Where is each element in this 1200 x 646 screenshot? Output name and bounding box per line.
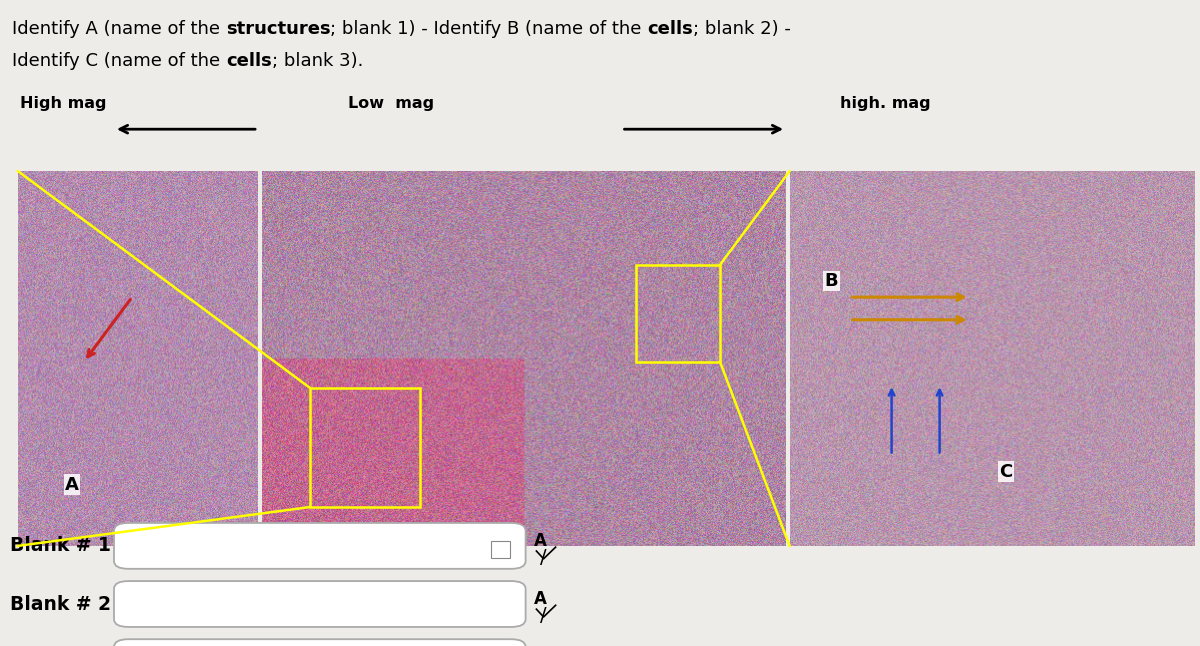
Text: Identify C (name of the: Identify C (name of the — [12, 52, 226, 70]
FancyBboxPatch shape — [114, 581, 526, 627]
Text: cells: cells — [226, 52, 271, 70]
Text: A: A — [534, 532, 547, 550]
Text: ; blank 2) -: ; blank 2) - — [694, 20, 791, 38]
Bar — [786, 171, 790, 546]
Text: C: C — [998, 463, 1013, 481]
Text: High mag: High mag — [20, 96, 107, 111]
Text: ; blank 3).: ; blank 3). — [271, 52, 364, 70]
FancyBboxPatch shape — [114, 523, 526, 568]
Text: ; blank 1) - Identify B (name of the: ; blank 1) - Identify B (name of the — [330, 20, 648, 38]
Text: A: A — [65, 475, 79, 494]
Text: A: A — [534, 590, 547, 608]
Text: /: / — [540, 548, 547, 567]
Text: Blank # 1: Blank # 1 — [10, 536, 110, 556]
Text: Blank # 2: Blank # 2 — [10, 594, 110, 614]
FancyBboxPatch shape — [491, 541, 510, 558]
Text: ▪: ▪ — [497, 541, 504, 551]
Text: high. mag: high. mag — [840, 96, 931, 111]
Bar — [258, 171, 262, 546]
Text: Low  mag: Low mag — [348, 96, 434, 111]
Text: B: B — [824, 272, 839, 290]
Text: /: / — [540, 606, 547, 625]
Text: structures: structures — [226, 20, 330, 38]
Text: cells: cells — [648, 20, 694, 38]
Text: Identify A (name of the: Identify A (name of the — [12, 20, 226, 38]
FancyBboxPatch shape — [114, 640, 526, 646]
